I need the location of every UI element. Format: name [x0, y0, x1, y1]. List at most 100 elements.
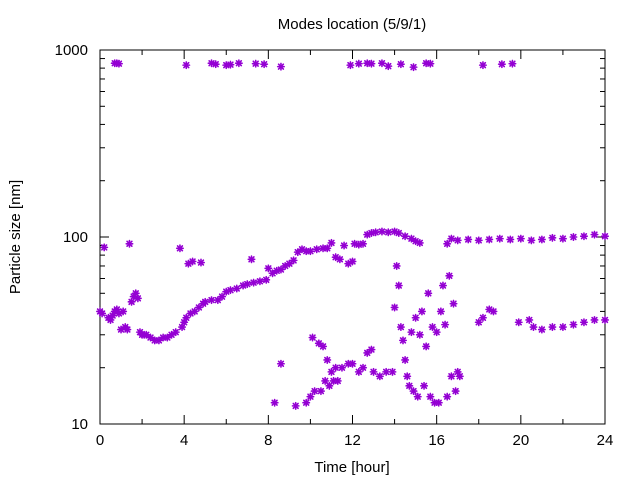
data-point	[247, 255, 256, 264]
data-point	[436, 307, 445, 316]
data-point	[354, 59, 363, 68]
data-point	[579, 318, 588, 327]
data-point	[306, 392, 315, 401]
data-point	[417, 307, 426, 316]
data-point	[394, 229, 403, 238]
data-point	[478, 313, 487, 322]
data-point	[337, 363, 346, 372]
data-point	[289, 256, 298, 265]
data-point	[474, 318, 483, 327]
x-tick-label: 16	[428, 432, 445, 449]
data-point	[407, 328, 416, 337]
x-axis-label: Time [hour]	[314, 459, 389, 476]
data-point	[420, 381, 429, 390]
data-point	[119, 307, 128, 316]
chart-title: Modes location (5/9/1)	[278, 16, 426, 33]
data-point	[495, 234, 504, 243]
data-point	[188, 257, 197, 266]
data-point	[100, 243, 109, 252]
data-point	[474, 236, 483, 245]
data-point	[260, 60, 269, 69]
data-point	[443, 392, 452, 401]
data-point	[346, 61, 355, 70]
data-point	[218, 292, 227, 301]
data-point	[308, 333, 317, 342]
y-tick-label: 100	[63, 229, 88, 246]
data-point	[312, 245, 321, 254]
data-point	[548, 323, 557, 332]
data-point	[516, 234, 525, 243]
data-point	[537, 235, 546, 244]
data-point	[197, 258, 205, 267]
data-point	[455, 372, 464, 381]
data-point	[394, 281, 403, 290]
data-point	[426, 392, 435, 401]
data-point	[405, 381, 414, 390]
data-point	[321, 376, 330, 385]
data-point	[422, 342, 431, 351]
data-point	[401, 355, 410, 364]
data-point	[98, 309, 107, 318]
data-point	[434, 398, 443, 407]
data-point	[335, 255, 344, 264]
data-point	[600, 232, 610, 241]
data-point	[359, 363, 368, 372]
data-point	[590, 230, 599, 239]
data-point	[171, 328, 180, 337]
data-point	[375, 372, 384, 381]
data-point	[415, 238, 424, 247]
data-point	[226, 286, 235, 295]
data-point	[371, 228, 380, 237]
data-point	[449, 299, 458, 308]
data-point	[270, 398, 279, 407]
data-point	[424, 289, 433, 298]
plot-axes: 0 4 8 12 16 20 24 10 100 1000	[55, 42, 614, 449]
data-point	[249, 278, 258, 287]
x-tick-label: 0	[96, 432, 104, 449]
data-point	[175, 244, 184, 253]
data-point	[409, 63, 418, 72]
data-point	[413, 392, 422, 401]
data-point	[478, 61, 487, 70]
data-point	[340, 241, 349, 250]
x-tick-label: 4	[180, 432, 188, 449]
data-point	[377, 227, 386, 236]
data-point	[401, 232, 410, 241]
data-point	[133, 294, 142, 303]
data-point	[529, 323, 538, 332]
plot-frame	[99, 49, 606, 425]
data-point	[506, 235, 515, 244]
data-point	[398, 336, 408, 345]
data-point	[390, 303, 399, 312]
data-point	[316, 387, 325, 396]
x-tick-label: 24	[597, 432, 614, 449]
data-point	[508, 59, 517, 68]
data-point	[377, 59, 386, 68]
data-point	[348, 359, 357, 368]
data-point	[388, 367, 397, 376]
data-point	[243, 280, 252, 289]
data-point	[201, 297, 210, 306]
data-point	[426, 59, 435, 68]
data-point	[489, 307, 498, 316]
data-point	[323, 244, 332, 253]
data-point	[445, 271, 454, 280]
data-point	[142, 330, 151, 339]
data-point	[558, 234, 567, 243]
data-point	[579, 232, 588, 241]
data-point	[367, 345, 376, 354]
data-point	[167, 330, 176, 339]
data-point	[447, 372, 456, 381]
data-point	[211, 60, 220, 69]
data-point	[333, 376, 342, 385]
data-point	[251, 59, 260, 68]
data-point	[392, 261, 401, 270]
data-point	[548, 233, 557, 242]
data-point	[525, 315, 534, 324]
data-point	[441, 320, 450, 329]
data-point	[302, 398, 311, 407]
data-point	[558, 323, 567, 332]
data-point	[369, 367, 378, 376]
data-point	[485, 235, 494, 244]
data-point	[125, 239, 134, 248]
